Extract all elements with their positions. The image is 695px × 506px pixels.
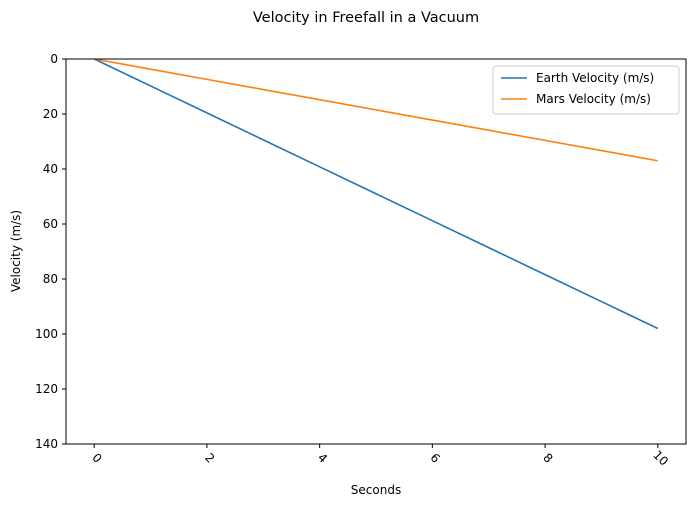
series-line-mars xyxy=(94,58,658,162)
axes-frame xyxy=(65,58,687,445)
y-tick-label: 120 xyxy=(35,382,58,396)
legend-entry-label: Mars Velocity (m/s) xyxy=(536,92,651,106)
legend-entry-label: Earth Velocity (m/s) xyxy=(536,71,654,85)
chart-title: Velocity in Freefall in a Vacuum xyxy=(253,10,479,26)
x-tick-label: 0 xyxy=(89,451,104,466)
x-tick-label: 6 xyxy=(428,451,443,466)
y-tick-label: 40 xyxy=(43,162,58,176)
y-tick-label: 140 xyxy=(35,437,58,451)
legend-box xyxy=(492,65,680,115)
series-line-earth xyxy=(93,58,659,330)
legend: Earth Velocity (m/s) Mars Velocity (m/s) xyxy=(492,65,680,115)
y-tick-label: 20 xyxy=(43,107,58,121)
y-tick-label: 60 xyxy=(43,217,58,231)
x-tick-label: 10 xyxy=(650,448,671,469)
x-tick-label: 2 xyxy=(202,451,217,466)
x-axis-label: Seconds xyxy=(351,483,401,497)
y-tick-label: 80 xyxy=(43,272,58,286)
x-tick-label: 8 xyxy=(540,451,555,466)
y-tick-label: 100 xyxy=(35,327,58,341)
y-axis-label: Velocity (m/s) xyxy=(9,210,23,292)
x-tick-label: 4 xyxy=(315,451,330,466)
y-tick-label: 0 xyxy=(50,52,58,66)
